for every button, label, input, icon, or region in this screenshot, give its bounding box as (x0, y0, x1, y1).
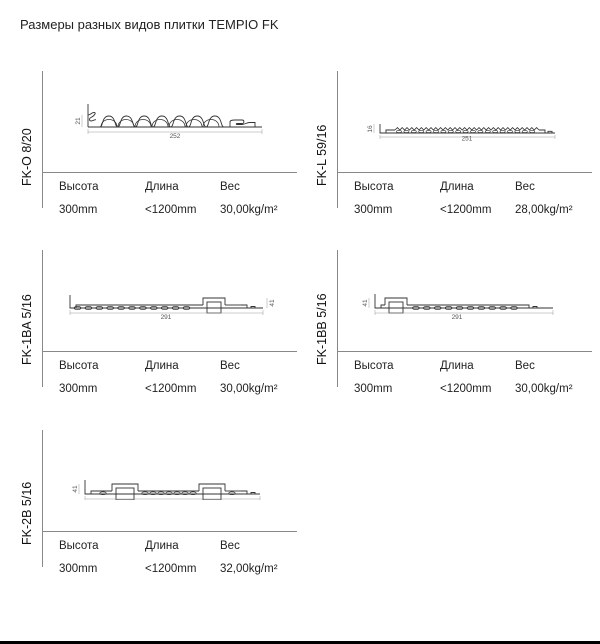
svg-text:41: 41 (72, 485, 79, 493)
svg-text:251: 251 (462, 136, 473, 142)
svg-text:41: 41 (362, 299, 369, 307)
svg-text:41: 41 (269, 299, 276, 307)
svg-text:291: 291 (167, 500, 178, 501)
svg-text:21: 21 (75, 117, 82, 125)
svg-text:291: 291 (452, 314, 463, 320)
svg-text:291: 291 (161, 314, 172, 320)
svg-text:252: 252 (170, 133, 181, 140)
svg-text:16: 16 (367, 125, 374, 133)
